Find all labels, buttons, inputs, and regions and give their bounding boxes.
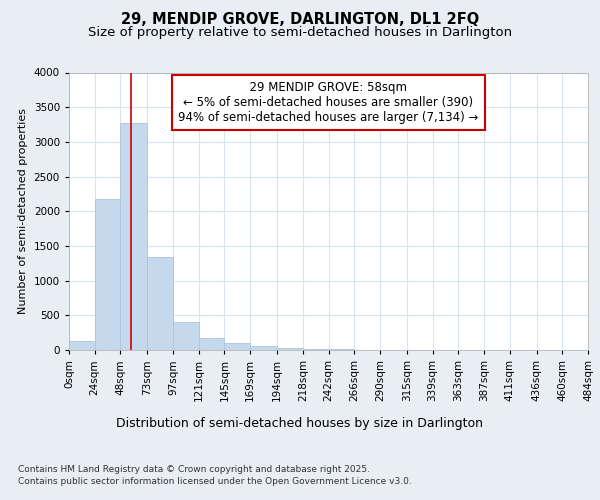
Bar <box>147 257 173 350</box>
Y-axis label: Number of semi-detached properties: Number of semi-detached properties <box>18 108 28 314</box>
Text: Size of property relative to semi-detached houses in Darlington: Size of property relative to semi-detach… <box>88 26 512 39</box>
Bar <box>173 322 199 350</box>
Text: 29, MENDIP GROVE, DARLINGTON, DL1 2FQ: 29, MENDIP GROVE, DARLINGTON, DL1 2FQ <box>121 12 479 28</box>
Bar <box>121 123 147 350</box>
Bar <box>250 346 277 350</box>
Text: Distribution of semi-detached houses by size in Darlington: Distribution of semi-detached houses by … <box>116 418 484 430</box>
Bar <box>95 200 121 350</box>
Bar <box>277 348 303 350</box>
Text: Contains public sector information licensed under the Open Government Licence v3: Contains public sector information licen… <box>18 477 412 486</box>
Bar <box>199 338 224 350</box>
Bar <box>69 341 95 350</box>
Text: Contains HM Land Registry data © Crown copyright and database right 2025.: Contains HM Land Registry data © Crown c… <box>18 465 370 474</box>
Bar <box>224 343 250 350</box>
Bar <box>303 348 329 350</box>
Text: 29 MENDIP GROVE: 58sqm  
← 5% of semi-detached houses are smaller (390)
94% of s: 29 MENDIP GROVE: 58sqm ← 5% of semi-deta… <box>178 81 479 124</box>
